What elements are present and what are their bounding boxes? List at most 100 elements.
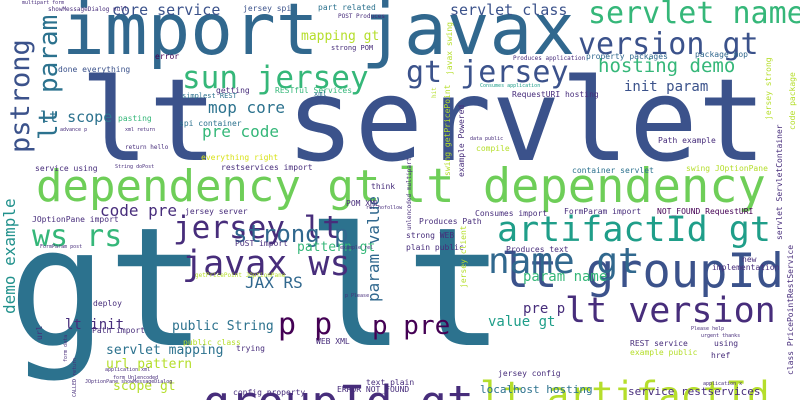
word-consumes-import: Consumes import bbox=[475, 209, 548, 218]
word-post-produces: POST Produces bbox=[338, 13, 385, 20]
word-swing-joptionpane: swing JOptionPane bbox=[686, 164, 768, 173]
word-rest-service: REST service bbox=[630, 339, 688, 348]
word-hosting-demo: hosting demo bbox=[598, 55, 736, 77]
word-lt-artifactid: lt artifactId bbox=[480, 374, 770, 400]
word-restservices-import: restservices import bbox=[221, 163, 313, 172]
word-property-packages: property packages bbox=[586, 52, 668, 61]
word-name-gt: name gt bbox=[488, 241, 640, 282]
word-mop-core: mop core bbox=[208, 98, 286, 117]
word-lt-groupid: lt groupId bbox=[501, 244, 784, 299]
word-new: new bbox=[742, 255, 757, 264]
word-hit: hit bbox=[431, 87, 438, 98]
word-class-pricepointrestservice: class PricePointRestService bbox=[786, 244, 795, 375]
word-p-please: p Please bbox=[345, 293, 370, 299]
word-demo-example: demo example bbox=[0, 198, 19, 314]
word-lt-dependency: lt dependency bbox=[398, 159, 766, 214]
word-strong-pom: strong POM bbox=[331, 44, 374, 52]
word-path-example: Path example bbox=[658, 136, 716, 145]
word-getting: getting bbox=[216, 86, 250, 95]
word-done-everything: done everything bbox=[58, 65, 131, 74]
word-deploy: deploy bbox=[93, 299, 122, 308]
word-container-servlet: container servlet bbox=[572, 166, 654, 175]
word-pasting: pasting bbox=[118, 114, 152, 123]
word-not-found-requesturi: NOT_FOUND RequestURI bbox=[657, 207, 754, 216]
word-service-using: service using bbox=[35, 164, 98, 173]
word-spi-container: spi container bbox=[179, 119, 242, 128]
word-using: using bbox=[714, 339, 739, 348]
word-pstrong: pstrong bbox=[5, 39, 36, 153]
word-post-import: POST import bbox=[235, 239, 288, 248]
word-url-pattern: url pattern bbox=[106, 357, 193, 372]
word-p-p: p p bbox=[278, 307, 333, 342]
word-produces-application: Produces application bbox=[513, 55, 586, 62]
word-core-service: core service bbox=[112, 1, 221, 19]
word-public-class: public class bbox=[183, 338, 241, 347]
word-showmessagedialog-null: showMessageDialog null bbox=[48, 6, 128, 13]
word-formparam-post: FormParam post bbox=[40, 244, 83, 250]
word-url: url bbox=[35, 325, 44, 340]
word-string-dopost: String doPost bbox=[115, 164, 155, 170]
word-swing-getpricepoint: swing getPricePoint bbox=[443, 84, 452, 176]
word-gt-lt: gt lt bbox=[8, 192, 505, 384]
word-mapping-gt: mapping gt bbox=[301, 29, 380, 44]
word-formparam-import: FormParam import bbox=[564, 207, 642, 216]
word-example-powered: example Powered bbox=[457, 104, 466, 177]
word-application-x: application x bbox=[703, 381, 743, 387]
word-strong-web: strong WEB bbox=[406, 231, 455, 240]
word-rel-nofollow: rel nofollow bbox=[366, 205, 403, 211]
word-lt-version: lt version bbox=[565, 291, 776, 331]
word-jersey-strong: jersey strong bbox=[764, 57, 773, 120]
word-restful-services: RESTful Services bbox=[275, 86, 353, 95]
word-jersey-client: jersey client bbox=[459, 225, 468, 288]
word-pre-code: pre code bbox=[202, 122, 280, 141]
word-getpricepoint-joptionpane: getPricePoint JOptionPane bbox=[195, 272, 286, 279]
word-requesturi-hosting: RequestURI hosting bbox=[512, 90, 599, 99]
word-sun-jersey: sun jersey bbox=[182, 60, 369, 96]
word-produces-text: Produces text bbox=[506, 245, 569, 254]
word-javax-swing: javax swing bbox=[445, 22, 454, 75]
word-plain-public: plain public bbox=[406, 243, 464, 252]
word-href: href bbox=[711, 351, 731, 360]
word-joptionpane-showmessagedialog: JOptionPane showMessageDialog bbox=[85, 379, 173, 385]
word-part-related: part related bbox=[318, 3, 376, 12]
word-lt-init: lt init bbox=[65, 317, 125, 333]
word-unlencoded-multipart: unlencoded multipart bbox=[406, 157, 413, 230]
word-jersey-server: jersey server bbox=[185, 207, 248, 216]
word-javax-ws: javax ws bbox=[182, 244, 351, 284]
word-compile: compile bbox=[476, 144, 510, 153]
word-gt-jersey: gt jersey bbox=[406, 55, 569, 90]
word-example-public: example public bbox=[630, 348, 698, 357]
word-scope-gt: scope gt bbox=[113, 379, 176, 394]
word-pre-p: pre p bbox=[523, 301, 566, 317]
word-lt-servlet: lt servlet bbox=[80, 54, 767, 187]
word-xml-return: xml return bbox=[125, 127, 156, 133]
word-form-unlencoded: form Unlencoded bbox=[113, 375, 159, 381]
word-path-import: Path import bbox=[92, 326, 145, 335]
word-joptionpane-import: JOptionPane import bbox=[32, 215, 119, 224]
word-servlet-name: servlet name bbox=[588, 0, 800, 31]
word-dependency-gt: dependency gt bbox=[36, 161, 381, 212]
word-multipart-form: multipart form bbox=[22, 0, 65, 6]
word-groupid-gt: groupId gt bbox=[203, 380, 474, 400]
word-ws-rs: ws rs bbox=[32, 219, 123, 254]
word-jersey-config: jersey config bbox=[498, 369, 561, 378]
word-localhost-hosting: localhost hosting bbox=[480, 383, 593, 396]
word-error-not-found: ERROR NOT_FOUND bbox=[337, 385, 410, 394]
word-web-xml: WEB XML bbox=[316, 337, 350, 346]
word-data-public: data public bbox=[470, 136, 504, 142]
word-version-gt: version gt bbox=[578, 27, 759, 62]
word-implementation: implementation bbox=[712, 263, 780, 272]
word-called-return: CALLED return bbox=[72, 357, 78, 397]
word-package-mop: package mop bbox=[695, 50, 748, 59]
word-value-gt: value gt bbox=[488, 314, 556, 330]
word-advance-p: advance p bbox=[60, 127, 88, 133]
word-artifactid-gt: artifactId gt bbox=[497, 210, 771, 250]
word-init-param: init param bbox=[624, 79, 709, 95]
word-servlet-servletcontainer: servlet ServletContainer bbox=[775, 124, 784, 240]
word-code-package: code package bbox=[788, 72, 797, 130]
word-lt-scope: lt scope bbox=[40, 108, 113, 126]
word-code-pre: code pre bbox=[100, 201, 178, 220]
word-strong-p: strong p bbox=[233, 220, 349, 248]
word-urgent-thanks: urgent thanks bbox=[701, 333, 741, 339]
